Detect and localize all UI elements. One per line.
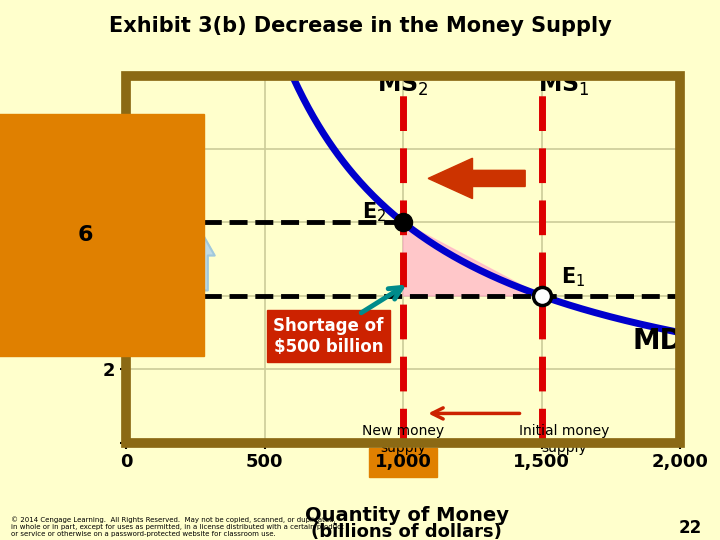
Text: (percent): (percent) [12, 205, 30, 292]
Text: MS$_1$: MS$_1$ [538, 72, 590, 98]
Text: E$_1$: E$_1$ [561, 265, 585, 289]
Text: MS$_2$: MS$_2$ [377, 72, 429, 98]
Text: Interest Rate: Interest Rate [30, 181, 49, 315]
Text: © 2014 Cengage Learning.  All Rights Reserved.  May not be copied, scanned, or d: © 2014 Cengage Learning. All Rights Rese… [11, 517, 343, 537]
Text: E$_2$: E$_2$ [361, 201, 386, 225]
Text: (billions of dollars): (billions of dollars) [311, 523, 503, 540]
Text: 22: 22 [679, 519, 702, 537]
Polygon shape [403, 222, 542, 296]
Text: Exhibit 3(b) Decrease in the Money Supply: Exhibit 3(b) Decrease in the Money Suppl… [109, 16, 611, 36]
Text: Quantity of Money: Quantity of Money [305, 506, 509, 525]
Text: Shortage of
$500 billion: Shortage of $500 billion [273, 317, 384, 356]
Text: MD: MD [633, 327, 683, 355]
Text: Initial money
supply: Initial money supply [519, 424, 609, 455]
Bar [126, 76, 680, 443]
Text: New money
supply: New money supply [362, 424, 444, 455]
Text: 6: 6 [77, 225, 93, 245]
Polygon shape [181, 226, 215, 291]
Polygon shape [428, 158, 525, 199]
